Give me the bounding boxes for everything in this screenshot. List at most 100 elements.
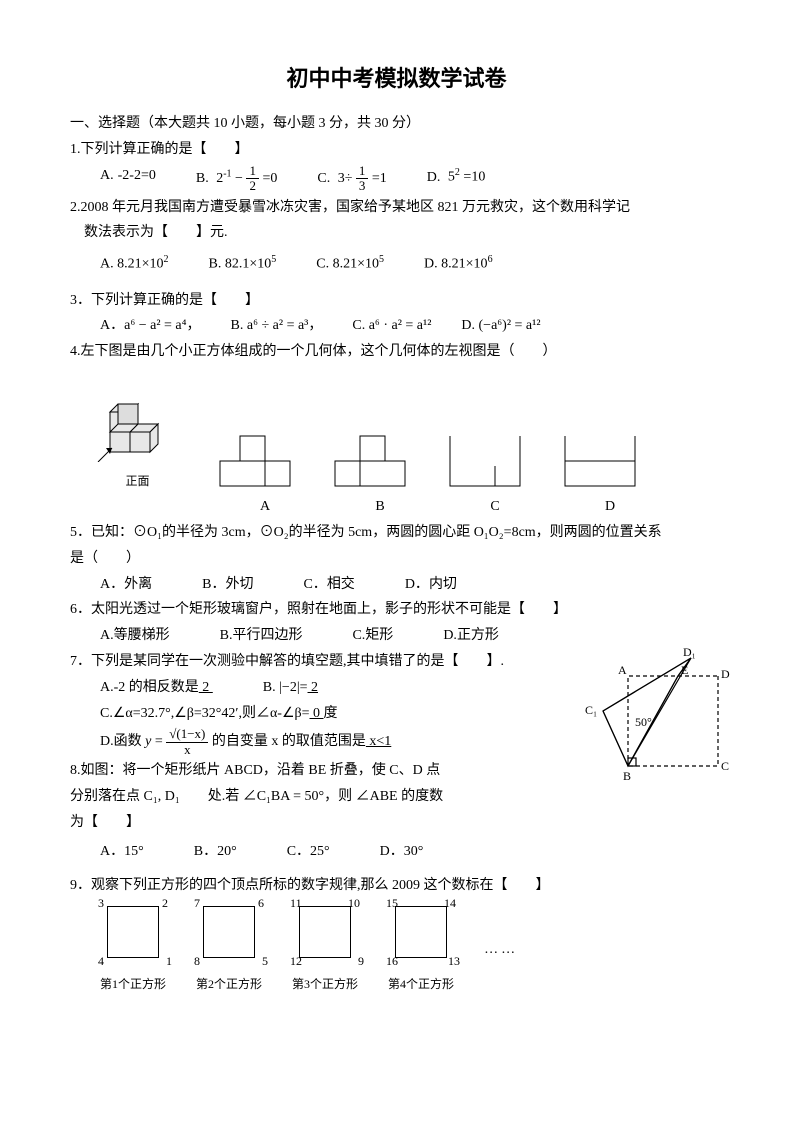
q9-sq3-tl: 11 bbox=[290, 893, 302, 913]
q2-b-sup: 5 bbox=[271, 254, 276, 265]
q8-opt-a: A．15° bbox=[100, 840, 144, 864]
q3-d-text: (−a⁶)² = a¹² bbox=[479, 318, 541, 333]
q9-sq4-cap: 第4个正方形 bbox=[388, 974, 454, 994]
q1-b-fn: 1 bbox=[246, 164, 259, 179]
q5-options: A．外离 B．外切 C．相交 D．内切 bbox=[100, 573, 723, 597]
q2-options: A. 8.21×102 B. 82.1×105 C. 8.21×105 D. 8… bbox=[100, 251, 723, 276]
q9-sq1-tl: 3 bbox=[98, 893, 104, 913]
q9-sq4-bl: 16 bbox=[386, 951, 398, 971]
q4-solid: 正面 bbox=[90, 372, 185, 491]
q8-fig-d1: D₁ bbox=[683, 646, 696, 659]
q6-stem: 6．太阳光透过一个矩形玻璃窗户，照射在地面上，影子的形状不可能是【 】 bbox=[70, 598, 723, 622]
q6-a-text: 等腰梯形 bbox=[114, 628, 170, 643]
q3-opt-b: B. a⁶ ÷ a² = a³， bbox=[231, 314, 323, 338]
q8-fig-c: C bbox=[721, 759, 729, 773]
q4-caption: 正面 bbox=[90, 471, 185, 491]
q9-sq3-bl: 12 bbox=[290, 951, 302, 971]
q4-label-b: B bbox=[335, 495, 425, 519]
q7-b-pre: B. |−2|= bbox=[263, 680, 308, 695]
q8-figure: D₁ A E D C₁ 50° B C bbox=[573, 646, 733, 795]
q8-l3: 为【 】 bbox=[70, 811, 723, 835]
q3-a-text: a⁶ − a² = a⁴， bbox=[124, 318, 200, 333]
q9-dots: …… bbox=[484, 938, 518, 962]
q9-sq3: 11 10 12 9 第3个正方形 bbox=[292, 906, 358, 994]
q2-opt-d: D. 8.21×106 bbox=[424, 251, 493, 276]
q8-d-text: 30° bbox=[404, 844, 424, 859]
q6-opt-c: C.矩形 bbox=[352, 624, 393, 648]
q4-label-d: D bbox=[565, 495, 655, 519]
q9-sq2-br: 5 bbox=[262, 951, 268, 971]
q9-sq2-tr: 6 bbox=[258, 893, 264, 913]
q9-sq4: 15 14 16 13 第4个正方形 bbox=[388, 906, 454, 994]
q7-c-post: 度 bbox=[324, 706, 338, 721]
q2-a-text: 8.21×10 bbox=[117, 257, 163, 272]
q4-opt-b-fig bbox=[325, 421, 415, 491]
q3-b-text: a⁶ ÷ a² = a³， bbox=[247, 318, 323, 333]
q1-d-pre: 5 bbox=[448, 170, 455, 185]
q3-stem: 3．下列计算正确的是【 】 bbox=[70, 289, 723, 313]
q1-opt-d: D. 52 =10 bbox=[427, 164, 486, 194]
q7-d-ans: x<1 bbox=[366, 734, 391, 749]
q7-a-pre: A.-2 的相反数是 bbox=[100, 680, 199, 695]
q8-opt-c: C．25° bbox=[287, 840, 330, 864]
q8-fig-angle: 50° bbox=[635, 715, 652, 729]
q2-b-text: 82.1×10 bbox=[225, 257, 271, 272]
q1-options: A.-2-2=0 B. 2-1 − 12 =0 C. 3÷ 13 =1 D. 5… bbox=[100, 164, 723, 194]
q9-sq4-br: 13 bbox=[448, 951, 460, 971]
q1-c-fn: 1 bbox=[356, 164, 369, 179]
q9-sq4-tr: 14 bbox=[444, 893, 456, 913]
q1-opt-a: A.-2-2=0 bbox=[100, 164, 156, 194]
q3-opt-a: A．a⁶ − a² = a⁴， bbox=[100, 314, 201, 338]
q3-c-text: a⁶ · a² = a¹² bbox=[369, 318, 432, 333]
q2-stem2: 数法表示为【 】元. bbox=[84, 221, 723, 245]
q8-fig-d: D bbox=[721, 667, 730, 681]
q2-d-sup: 6 bbox=[488, 254, 493, 265]
q5-stem2: 是（ ） bbox=[70, 547, 723, 571]
q8-fig-a: A bbox=[618, 663, 627, 677]
q4-label-a: A bbox=[220, 495, 310, 519]
q8-c-text: 25° bbox=[310, 844, 330, 859]
q7-a-ans: 2 bbox=[199, 680, 213, 695]
q6-opt-a: A.等腰梯形 bbox=[100, 624, 170, 648]
q9-sq1: 3 2 4 1 第1个正方形 bbox=[100, 906, 166, 994]
q8-fig-e: E bbox=[681, 663, 688, 677]
q7-b-ans: 2 bbox=[308, 680, 319, 695]
q5-opt-a: A．外离 bbox=[100, 573, 152, 597]
q1-c-fd: 3 bbox=[356, 179, 369, 193]
section-heading: 一、选择题（本大题共 10 小题，每小题 3 分，共 30 分） bbox=[70, 112, 723, 136]
q2-opt-a: A. 8.21×102 bbox=[100, 251, 169, 276]
q7-c-ans: 0 bbox=[310, 706, 324, 721]
q1-d-sup: 2 bbox=[455, 167, 460, 178]
q1-c-post: =1 bbox=[372, 171, 387, 186]
page-title: 初中中考模拟数学试卷 bbox=[70, 60, 723, 97]
q2-opt-b: B. 82.1×105 bbox=[209, 251, 277, 276]
q5-opt-d: D．内切 bbox=[405, 573, 457, 597]
q9-sq2-bl: 8 bbox=[194, 951, 200, 971]
q7-d-ft: √(1−x) bbox=[166, 727, 208, 742]
q5-b-text: 外切 bbox=[225, 577, 253, 592]
q8-opt-b: B．20° bbox=[194, 840, 237, 864]
q8-opt-d: D．30° bbox=[380, 840, 424, 864]
q9-sq1-br: 1 bbox=[166, 951, 172, 971]
q3-opt-c: C. a⁶ · a² = a¹² bbox=[352, 314, 431, 338]
q6-c-text: 矩形 bbox=[365, 628, 393, 643]
q7-d-fb: x bbox=[166, 743, 208, 757]
q6-b-text: 平行四边形 bbox=[232, 628, 302, 643]
q8-fig-b: B bbox=[623, 769, 631, 783]
q7-d-pre: D.函数 bbox=[100, 734, 142, 749]
q1-opt-b: B. 2-1 − 12 =0 bbox=[196, 164, 278, 194]
q9-sq1-bl: 4 bbox=[98, 951, 104, 971]
q1-b-fd: 2 bbox=[246, 179, 259, 193]
q2-c-sup: 5 bbox=[379, 254, 384, 265]
q8-a-text: 15° bbox=[124, 844, 144, 859]
q9-sq4-tl: 15 bbox=[386, 893, 398, 913]
q9-sq2: 7 6 8 5 第2个正方形 bbox=[196, 906, 262, 994]
q2-c-text: 8.21×10 bbox=[333, 257, 379, 272]
q9-sq2-tl: 7 bbox=[194, 893, 200, 913]
q1-c-pre: 3÷ bbox=[338, 171, 353, 186]
q9-sq1-cap: 第1个正方形 bbox=[100, 974, 166, 994]
q8-fig-c1: C₁ bbox=[585, 703, 597, 717]
q5-stem1: 5．已知：⊙O₁的半径为 3cm，⊙O₂的半径为 5cm，两圆的圆心距 O₁O₂… bbox=[70, 521, 723, 545]
q2-d-text: 8.21×10 bbox=[441, 257, 487, 272]
q3-options: A．a⁶ − a² = a⁴， B. a⁶ ÷ a² = a³， C. a⁶ ·… bbox=[100, 314, 723, 338]
